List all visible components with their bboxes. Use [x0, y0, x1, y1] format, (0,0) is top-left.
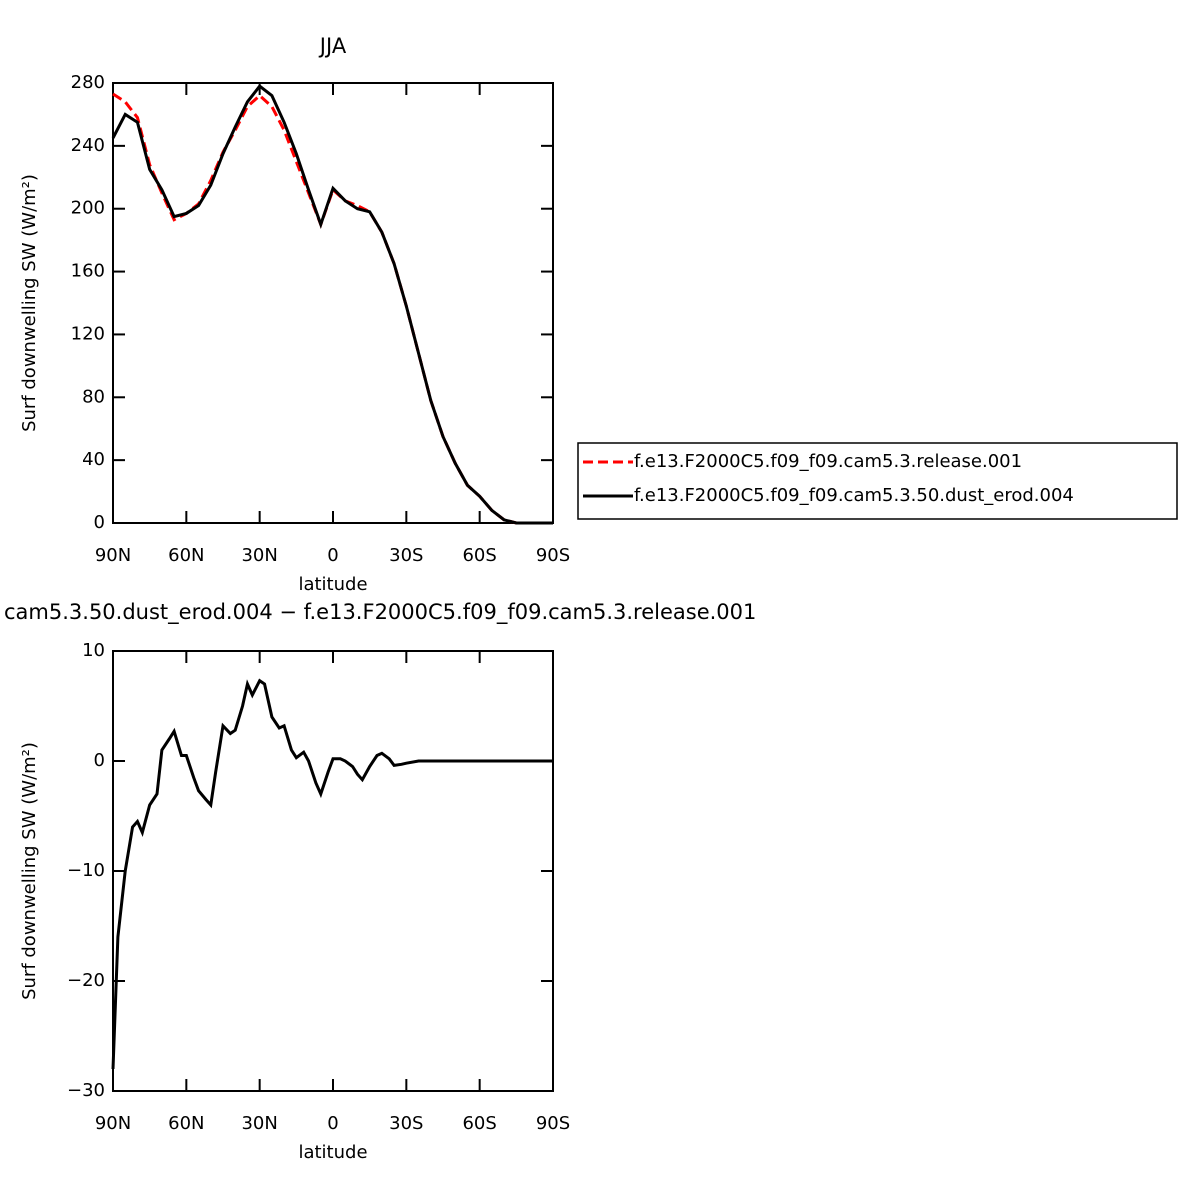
y-tick-label: 120 — [71, 323, 105, 344]
data-line — [111, 84, 553, 525]
x-tick-label: 30S — [389, 1113, 423, 1134]
legend-label: f.e13.F2000C5.f09_f09.cam5.3.50.dust_ero… — [634, 485, 1074, 506]
y-tick-label: 280 — [71, 72, 105, 93]
y-tick-label: −20 — [67, 970, 105, 991]
plot-frame — [112, 650, 554, 1092]
x-tick-label: 90S — [536, 1113, 570, 1134]
y-tick-label: 40 — [82, 449, 105, 470]
x-tick-label: 0 — [327, 545, 338, 566]
y-tick-label: −30 — [67, 1080, 105, 1101]
y-tick-label: 160 — [71, 261, 105, 282]
y-axis-label: Surf downwelling SW (W/m²) — [19, 174, 40, 432]
chart-title: cam5.3.50.dust_erod.004 − f.e13.F2000C5.… — [4, 600, 756, 625]
x-tick-label: 30S — [389, 545, 423, 566]
y-axis-label: Surf downwelling SW (W/m²) — [19, 742, 40, 1000]
legend-box — [577, 442, 1178, 520]
x-tick-label: 60S — [462, 545, 496, 566]
y-tick-label: 0 — [94, 512, 105, 533]
data-line — [111, 678, 553, 1070]
x-tick-label: 60S — [462, 1113, 496, 1134]
y-tick-label: 80 — [82, 386, 105, 407]
x-tick-label: 90S — [536, 545, 570, 566]
x-tick-label: 0 — [327, 1113, 338, 1134]
x-tick-label: 60N — [168, 545, 204, 566]
x-axis-label: latitude — [298, 1142, 367, 1163]
y-tick-label: −10 — [67, 860, 105, 881]
chart-title: JJA — [318, 34, 347, 58]
plot-frame — [112, 82, 554, 524]
x-tick-label: 30N — [241, 545, 277, 566]
x-tick-label: 90N — [95, 545, 131, 566]
x-tick-label: 30N — [241, 1113, 277, 1134]
y-tick-label: 0 — [94, 750, 105, 771]
legend-label: f.e13.F2000C5.f09_f09.cam5.3.release.001 — [634, 451, 1022, 472]
y-tick-label: 200 — [71, 198, 105, 219]
x-tick-label: 60N — [168, 1113, 204, 1134]
x-axis-label: latitude — [298, 574, 367, 595]
x-tick-label: 90N — [95, 1113, 131, 1134]
data-line — [112, 92, 553, 525]
y-tick-label: 240 — [71, 135, 105, 156]
y-tick-label: 10 — [82, 640, 105, 661]
